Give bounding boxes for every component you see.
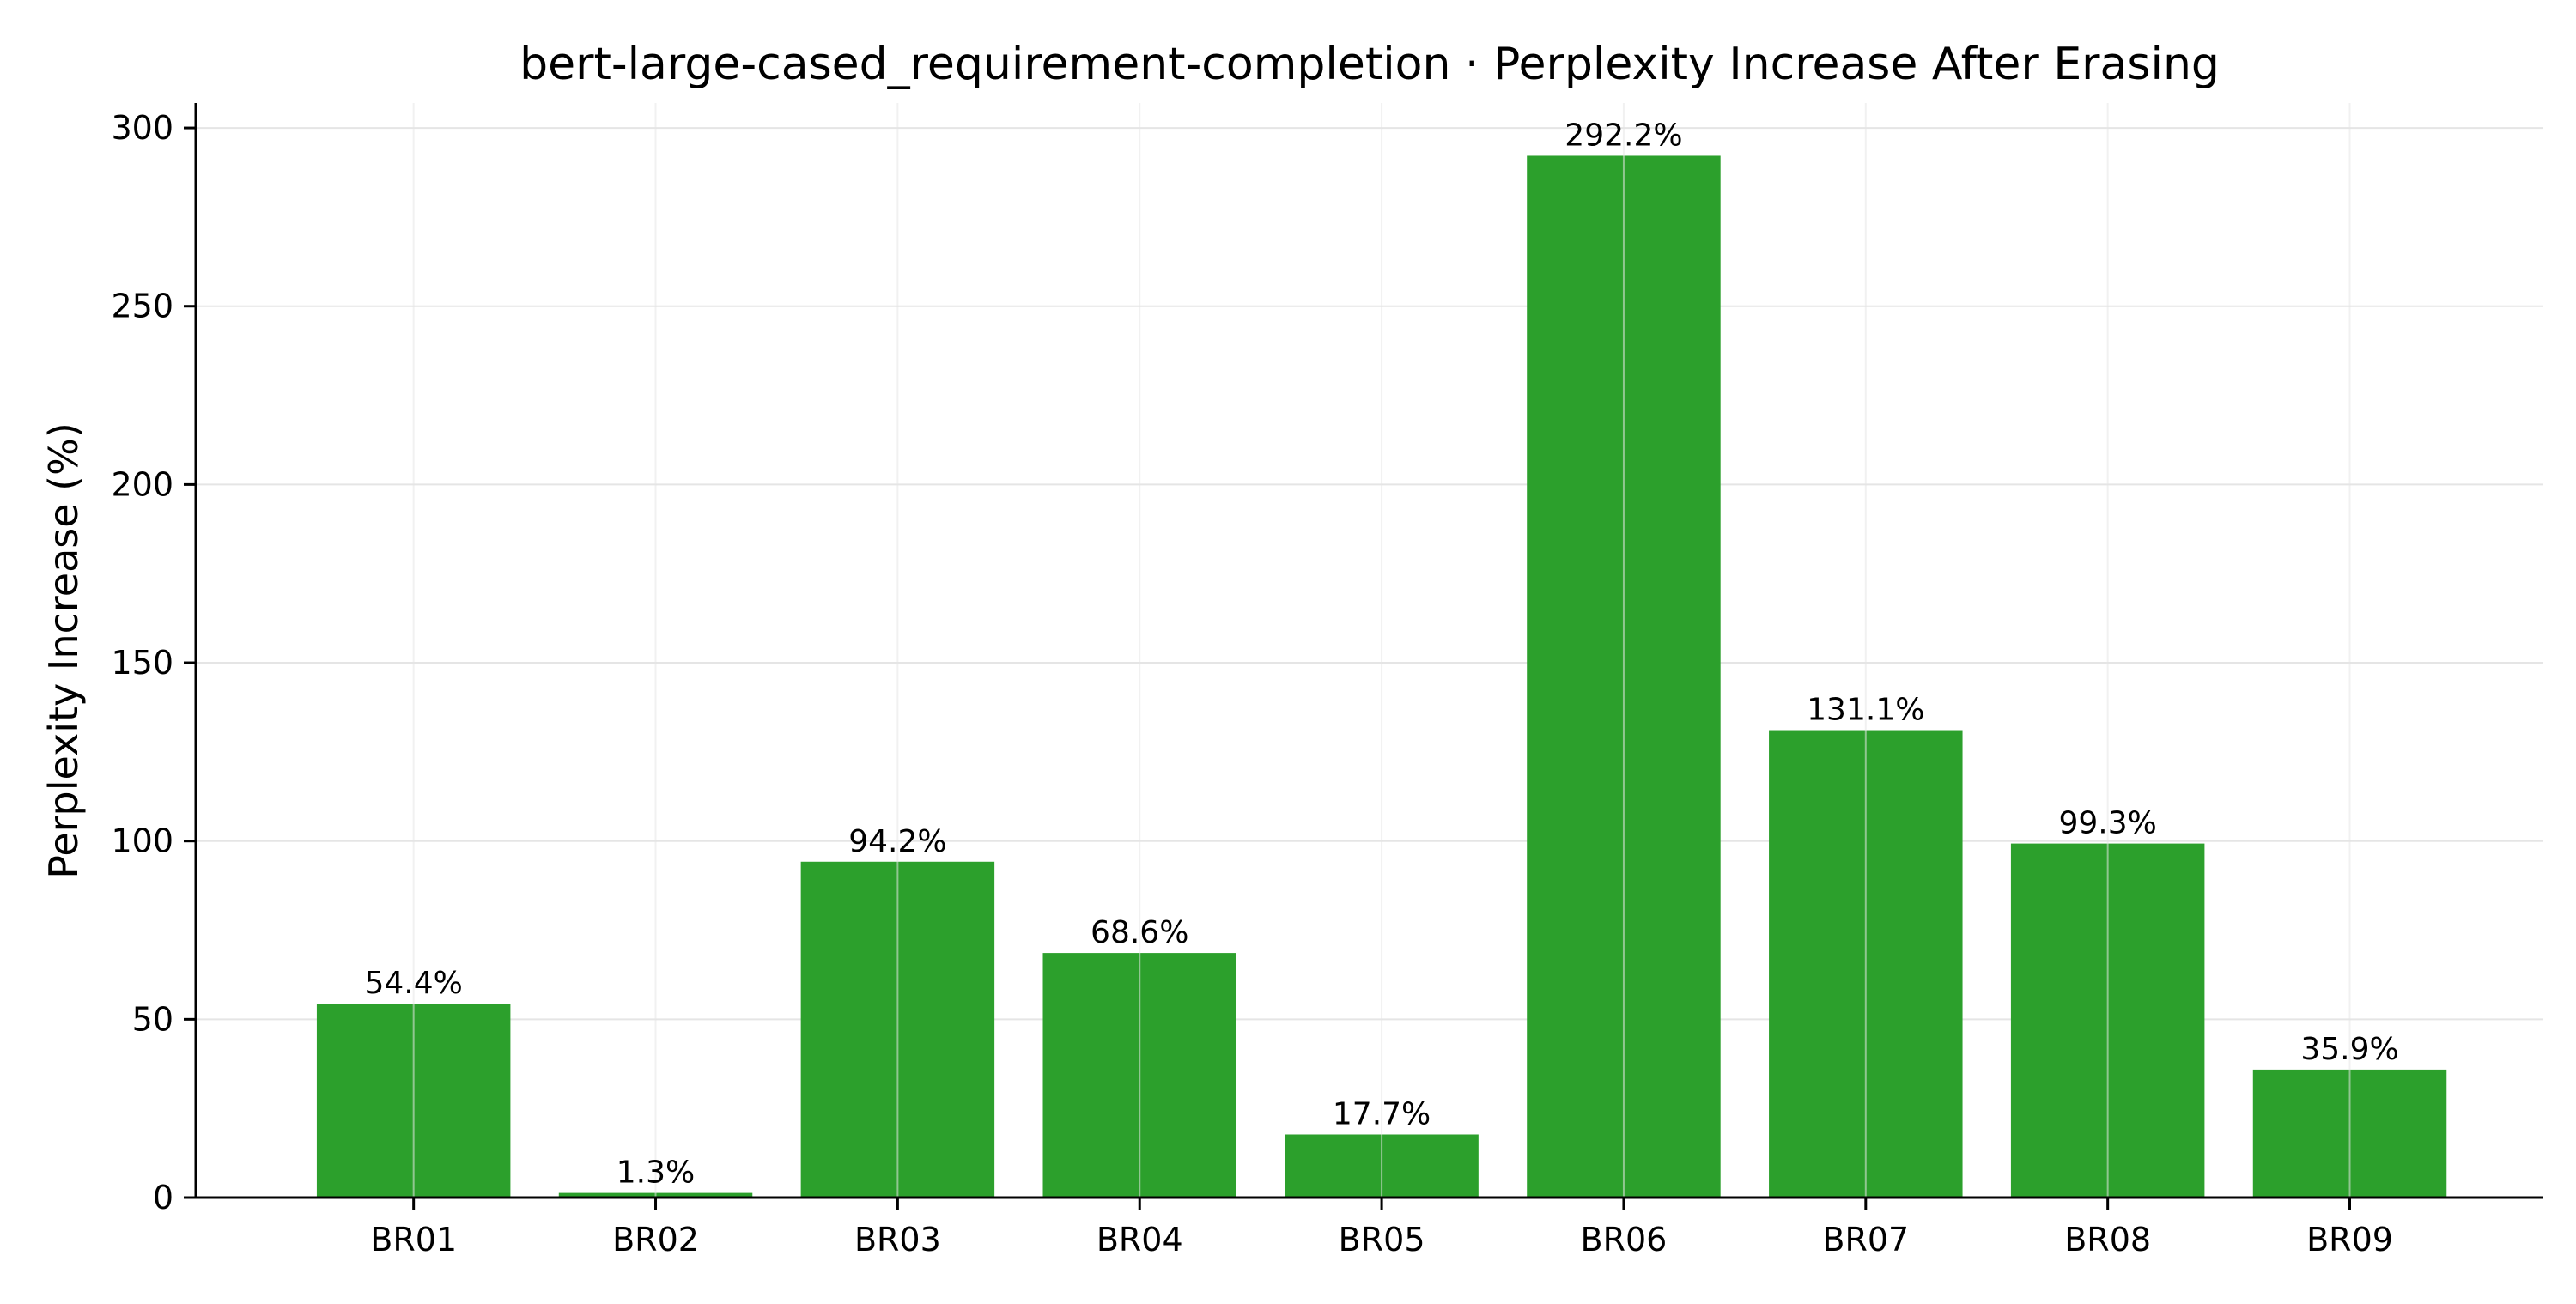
bar-value-label: 54.4% xyxy=(364,966,462,1001)
x-tick-label: BR09 xyxy=(2306,1221,2393,1259)
bar-value-label: 35.9% xyxy=(2300,1032,2398,1067)
x-tick-label: BR07 xyxy=(1822,1221,1909,1259)
x-tick-label: BR03 xyxy=(854,1221,941,1259)
bar-value-label: 1.3% xyxy=(617,1155,695,1191)
x-tick-label: BR04 xyxy=(1097,1221,1183,1259)
y-tick-label: 250 xyxy=(111,288,173,325)
x-tick-label: BR08 xyxy=(2064,1221,2151,1259)
x-tick-label: BR01 xyxy=(370,1221,457,1259)
bar-value-label: 131.1% xyxy=(1807,693,1924,728)
y-tick-label: 300 xyxy=(111,109,173,147)
bar-value-label: 99.3% xyxy=(2058,806,2156,841)
y-tick-label: 50 xyxy=(132,1000,173,1038)
bar-value-label: 292.2% xyxy=(1564,118,1682,153)
y-tick-label: 0 xyxy=(153,1179,173,1216)
bar-value-label: 94.2% xyxy=(848,824,946,859)
axes: 0 50 100 150 200 250 300 BR01 BR02 BR03 BR04 BR05 BR… xyxy=(111,103,2543,1259)
y-tick-label: 200 xyxy=(111,465,173,503)
x-tick-label: BR05 xyxy=(1339,1221,1425,1259)
data-labels: 54.4% 1.3% 94.2% 68.6% 17.7% 292.2% 131.1% 99.3… xyxy=(364,118,2398,1190)
chart-title: bert-large-cased_requirement-completion … xyxy=(519,39,2220,90)
vertical-grid xyxy=(412,103,2351,1198)
bar-value-label: 17.7% xyxy=(1333,1096,1431,1131)
x-tick-label: BR06 xyxy=(1581,1221,1668,1259)
bars xyxy=(316,155,2447,1198)
bar-value-label: 68.6% xyxy=(1091,915,1188,950)
y-tick-label: 150 xyxy=(111,644,173,682)
x-tick-label: BR02 xyxy=(612,1221,699,1259)
y-tick-label: 100 xyxy=(111,822,173,860)
y-axis-label: Perplexity Increase (%) xyxy=(40,422,87,879)
grid xyxy=(196,127,2543,1198)
